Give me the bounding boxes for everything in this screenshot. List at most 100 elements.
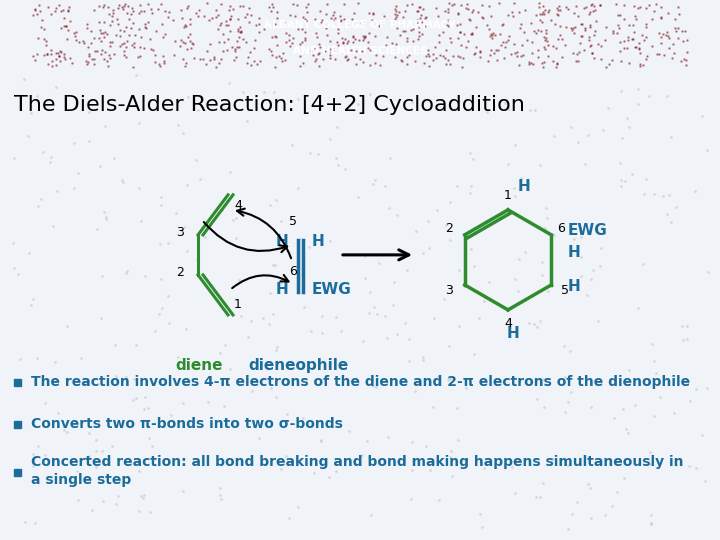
Point	[42, 2, 54, 11]
Point	[586, 49, 598, 57]
Point	[622, 33, 634, 42]
Point	[341, 56, 353, 64]
Point	[60, 55, 71, 63]
Point	[667, 39, 679, 48]
Point	[30, 5, 41, 14]
Point	[575, 39, 586, 48]
Point	[300, 15, 311, 24]
Point	[549, 20, 560, 29]
Point	[287, 0, 299, 8]
Point	[644, 448, 656, 456]
Point	[440, 221, 451, 230]
Point	[541, 52, 553, 60]
Point	[340, 165, 351, 173]
Point	[536, 59, 548, 68]
Point	[75, 354, 86, 362]
Point	[314, 7, 325, 16]
Point	[626, 170, 638, 179]
Point	[418, 356, 429, 364]
FancyArrowPatch shape	[204, 222, 287, 252]
Point	[241, 117, 253, 125]
Point	[649, 6, 660, 15]
Point	[61, 428, 73, 437]
Point	[592, 39, 603, 48]
Point	[281, 29, 292, 37]
Point	[27, 294, 39, 303]
Point	[250, 35, 261, 44]
Point	[241, 10, 253, 18]
Point	[23, 249, 35, 258]
Text: Concerted reaction: all bond breaking and bond making happens simultaneously in: Concerted reaction: all bond breaking an…	[31, 455, 683, 469]
Point	[648, 190, 660, 199]
Point	[97, 3, 109, 11]
Point	[233, 24, 244, 33]
Point	[588, 7, 599, 16]
Point	[42, 60, 54, 69]
Point	[408, 24, 419, 33]
Point	[474, 53, 485, 62]
Point	[45, 50, 57, 58]
Point	[91, 447, 102, 455]
Point	[135, 51, 146, 60]
Point	[53, 409, 64, 417]
Point	[359, 252, 370, 260]
Point	[310, 43, 321, 52]
Point	[301, 3, 312, 12]
Point	[219, 341, 230, 349]
Point	[403, 356, 415, 365]
Point	[139, 393, 150, 401]
Point	[371, 310, 382, 319]
Point	[179, 23, 190, 32]
Point	[390, 2, 402, 10]
Point	[444, 60, 456, 69]
Point	[311, 55, 323, 64]
Point	[590, 6, 601, 15]
Point	[361, 437, 373, 445]
Point	[235, 2, 246, 11]
Point	[357, 337, 369, 346]
Point	[202, 398, 214, 407]
Point	[301, 8, 312, 16]
Point	[638, 36, 649, 45]
Point	[460, 42, 472, 51]
Point	[487, 33, 498, 42]
Point	[317, 55, 328, 63]
Point	[159, 6, 171, 15]
Point	[616, 182, 627, 191]
Point	[615, 10, 626, 19]
Point	[548, 132, 559, 140]
Point	[534, 16, 545, 24]
Point	[540, 204, 552, 213]
Point	[658, 51, 670, 59]
Point	[135, 217, 147, 226]
Point	[490, 46, 502, 55]
Point	[476, 1, 487, 9]
Point	[271, 195, 282, 204]
Point	[53, 51, 65, 60]
Point	[116, 3, 127, 11]
Point	[423, 244, 434, 252]
Point	[220, 21, 231, 30]
Point	[560, 3, 572, 11]
Point	[320, 9, 332, 18]
Point	[176, 14, 187, 23]
Point	[284, 42, 296, 51]
Point	[233, 42, 245, 51]
Point	[222, 79, 234, 87]
Point	[483, 277, 495, 286]
Point	[445, 198, 456, 206]
Point	[401, 36, 413, 45]
Point	[442, 4, 454, 13]
Point	[211, 6, 222, 15]
Point	[341, 39, 353, 48]
Point	[312, 33, 323, 42]
Point	[243, 333, 254, 342]
Point	[184, 15, 196, 23]
Point	[585, 514, 597, 522]
Point	[433, 37, 444, 46]
Point	[50, 4, 61, 12]
Point	[284, 36, 295, 44]
Point	[135, 491, 147, 500]
Point	[456, 456, 467, 464]
Point	[270, 33, 282, 42]
